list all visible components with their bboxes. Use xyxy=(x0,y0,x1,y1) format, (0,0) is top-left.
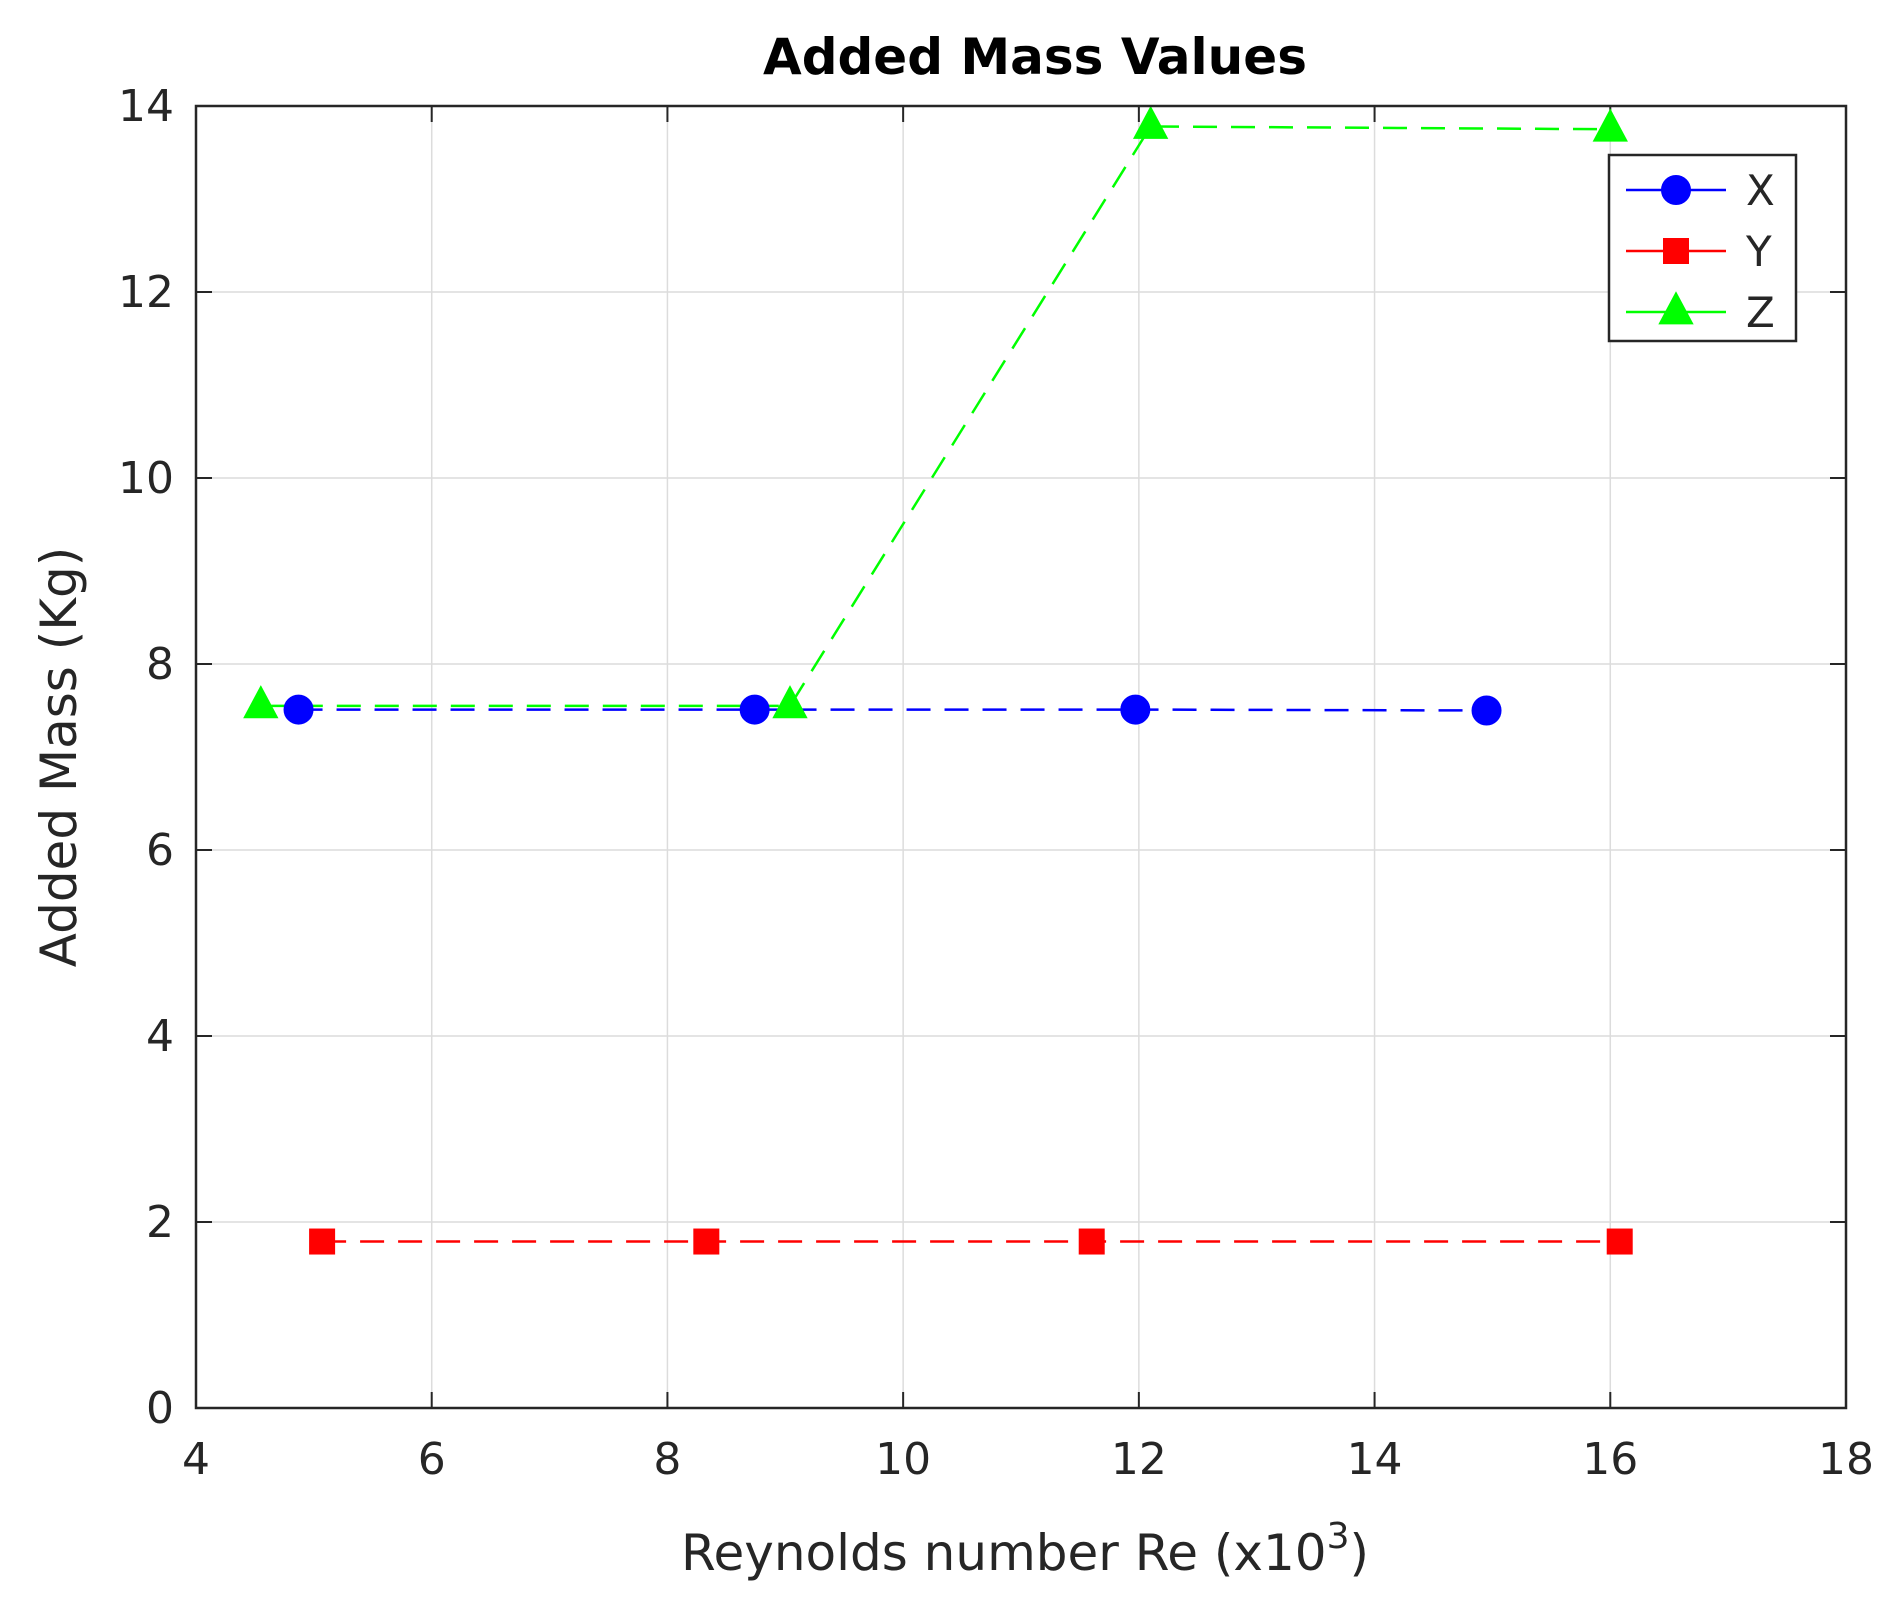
y-tick-label: 10 xyxy=(118,453,174,504)
series-x-point xyxy=(739,694,770,725)
x-axis-label: Reynolds number Re (x103) xyxy=(681,1516,1369,1582)
x-tick-label: 14 xyxy=(1347,1434,1403,1485)
series-lines xyxy=(260,125,1620,1243)
legend-x-marker xyxy=(1661,175,1691,205)
x-axis-label-exponent: 3 xyxy=(1327,1516,1350,1557)
series-z-point xyxy=(243,685,279,719)
legend-y-marker xyxy=(1663,238,1689,264)
x-tick-label: 16 xyxy=(1582,1434,1638,1485)
y-tick-label: 0 xyxy=(146,1383,174,1434)
x-axis-label-suffix: ) xyxy=(1350,1524,1370,1582)
series-x-point xyxy=(1471,695,1502,726)
y-tick-label: 6 xyxy=(146,825,174,876)
x-tick-label: 12 xyxy=(1111,1434,1167,1485)
x-tick-label: 6 xyxy=(418,1434,446,1485)
series-z-point xyxy=(1592,108,1628,142)
grid-lines xyxy=(196,106,1846,1408)
chart-title: Added Mass Values xyxy=(763,28,1307,86)
y-tick-label: 4 xyxy=(146,1011,174,1062)
x-tick-label: 10 xyxy=(875,1434,931,1485)
x-tick-label: 4 xyxy=(182,1434,210,1485)
y-tick-label: 14 xyxy=(118,81,174,132)
series-x-point xyxy=(1120,694,1151,725)
series-markers xyxy=(243,105,1633,1255)
series-y-point xyxy=(693,1228,720,1255)
series-z-point xyxy=(772,685,808,719)
legend-y-label: Y xyxy=(1745,227,1772,276)
axis-ticks: 4 6 8 10 12 14 16 18 0 2 4 6 8 10 12 14 xyxy=(118,81,1874,1485)
x-tick-label: 8 xyxy=(653,1434,681,1485)
series-y-point xyxy=(1606,1228,1633,1255)
series-y-point xyxy=(309,1228,336,1255)
plot-frame xyxy=(194,104,1848,1410)
series-y-point xyxy=(1078,1228,1105,1255)
series-x-line xyxy=(298,708,1487,712)
plot-area xyxy=(196,106,1846,1408)
legend: XYZ xyxy=(1607,153,1798,343)
legend-z-label: Z xyxy=(1746,288,1775,337)
y-tick-label: 8 xyxy=(146,639,174,690)
y-tick-label: 12 xyxy=(118,267,174,318)
legend-box xyxy=(1607,153,1798,343)
series-z-point xyxy=(1132,105,1169,139)
x-tick-label: 18 xyxy=(1818,1434,1874,1485)
legend-x-label: X xyxy=(1746,166,1775,215)
series-x-point xyxy=(283,694,314,725)
legend-z-marker xyxy=(1658,291,1694,325)
y-axis-label: Added Mass (Kg) xyxy=(30,547,88,968)
y-tick-label: 2 xyxy=(146,1197,174,1248)
x-axis-label-text: Reynolds number Re (x10 xyxy=(681,1524,1327,1582)
